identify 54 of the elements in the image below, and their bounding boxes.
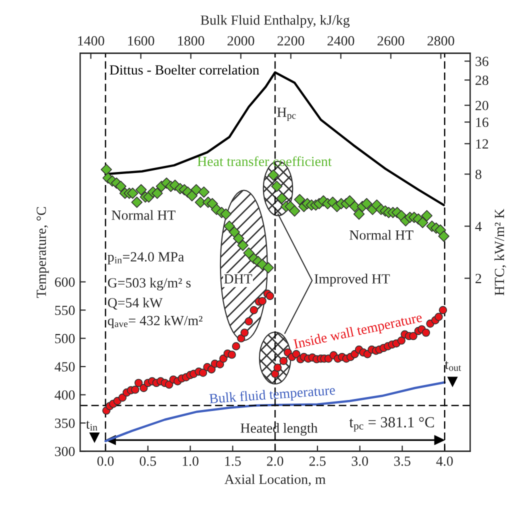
y-tick-label: 600 (54, 277, 75, 287)
x-tick-label: 3.0 (352, 456, 368, 466)
annotation: G=503 kg/m² s (108, 278, 191, 290)
x2-tick-label: 2000 (228, 36, 254, 46)
x-tick-label: 2.0 (267, 456, 284, 466)
y-tick-label: 300 (55, 446, 75, 456)
series-label: Bulk fluid temperature (209, 384, 336, 406)
annotation: t$_{in}$ (86, 420, 98, 431)
x-tick-label: 0.5 (140, 456, 156, 466)
x-tick-label: 1.5 (225, 456, 241, 466)
y2-tick-label: 16 (476, 118, 488, 128)
series-label: Heat transfer coefficient (197, 156, 332, 166)
annotation: t$_{out}$ (444, 361, 462, 371)
x-axis-title: Axial Location, m (224, 474, 326, 486)
y2-tick-label: 28 (476, 76, 488, 85)
text: Inside wall temperature (293, 312, 424, 352)
ref-line-label: H$_{pc}$ (277, 108, 296, 121)
y2-tick-label: 12 (476, 139, 488, 148)
x-tick-label: 0.0 (97, 456, 114, 466)
y2-tick-label: 36 (476, 56, 488, 66)
y-tick-label: 500 (55, 334, 75, 344)
y-tick-label: 400 (54, 390, 75, 400)
x2-tick-label: 1800 (178, 36, 204, 46)
x2-tick-label: 2200 (278, 36, 304, 46)
x2-axis-title: Bulk Fluid Enthalpy, kJ/kg (200, 15, 350, 28)
x-tick-label: 2.5 (309, 456, 326, 466)
x-tick-label: 3.5 (394, 456, 410, 466)
line-series (104, 381, 446, 442)
annotation: Improved HT (314, 274, 390, 286)
annotation: p$_{in}$=24.0 MPa (108, 252, 184, 264)
y2-tick-label: 20 (476, 100, 488, 110)
annotation: Normal HT (350, 230, 414, 240)
x2-tick-label: 2600 (378, 36, 404, 46)
x2-tick-label: 2800 (428, 36, 454, 46)
y-tick-label: 350 (55, 418, 75, 428)
annotation: q$_{ave}$= 432 kW/m² (108, 315, 202, 328)
annotation: Q=54 kW (108, 298, 163, 310)
series-label: Dittus - Boelter correlation (110, 64, 260, 75)
y2-axis-title: HTC, kW/m² K (494, 208, 506, 296)
x2-tick-label: 1400 (78, 36, 104, 46)
x2-tick-label: 1600 (128, 36, 154, 46)
annotation: Heated length (240, 423, 318, 436)
ref-line-label: t$_{pc}$ = 381.1 °C (349, 417, 434, 432)
y2-tick-label: 8 (475, 170, 482, 180)
y-tick-label: 550 (55, 306, 75, 316)
x-tick-label: 4.0 (436, 456, 453, 466)
y2-tick-label: 4 (475, 222, 482, 232)
x-tick-label: 1.0 (182, 456, 198, 466)
x2-tick-label: 2400 (328, 36, 354, 46)
y-tick-label: 450 (54, 362, 75, 372)
annotation: DHT (224, 274, 252, 284)
y2-tick-label: 2 (476, 274, 482, 284)
annotation: Normal HT (112, 210, 176, 220)
y-axis-title: Temperature, °C (36, 207, 49, 298)
